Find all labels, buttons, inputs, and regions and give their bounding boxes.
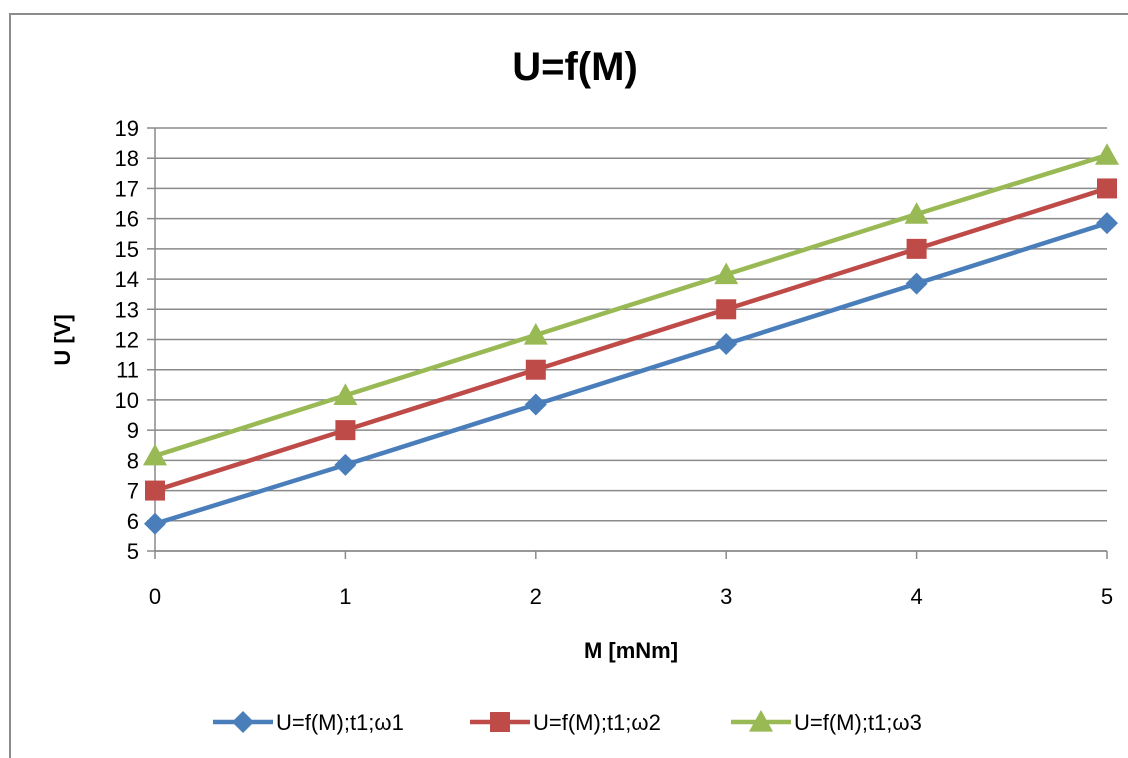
x-tick-label: 0 (149, 584, 161, 609)
series-1-point (524, 393, 547, 416)
series-3-point (1095, 143, 1119, 165)
series-3-line (154, 153, 1108, 458)
y-tick-label: 14 (115, 267, 139, 292)
legend-label: U=f(M);t1;ω2 (533, 710, 661, 735)
series-1-point (905, 272, 928, 295)
series-1-point (1096, 212, 1118, 235)
series-2-point (525, 359, 546, 380)
x-tick-label: 3 (720, 584, 732, 609)
series-1-point (715, 333, 738, 356)
x-tick-label: 4 (910, 584, 922, 609)
series-2-point (145, 480, 165, 501)
x-axis-title: M [mNm] (584, 638, 678, 663)
y-axis-title: U [V] (50, 314, 75, 365)
series-2-point (1097, 178, 1117, 199)
series-2 (145, 178, 1117, 501)
series-2-line (154, 186, 1108, 493)
series-3-point (143, 443, 167, 466)
legend-swatch-marker (490, 712, 510, 732)
y-tick-label: 6 (127, 509, 139, 534)
chart-title: U=f(M) (512, 45, 638, 89)
legend-swatch-marker (749, 710, 773, 732)
series-3-point (714, 262, 739, 285)
y-tick-label: 5 (127, 539, 139, 564)
series-1-point (144, 512, 166, 535)
y-tick-label: 12 (115, 328, 139, 353)
series-1-line (154, 221, 1108, 526)
y-tick-label: 15 (115, 237, 139, 262)
legend-item-1: U=f(M);t1;ω1 (213, 710, 404, 735)
y-tick-label: 11 (116, 358, 139, 383)
legend: U=f(M);t1;ω1 U=f(M);t1;ω2 U=f(M);t1;ω3 (213, 710, 922, 735)
y-tick-label: 19 (115, 116, 139, 141)
series-3-point (523, 322, 548, 345)
y-tick-label: 16 (115, 207, 139, 232)
x-tick-label: 2 (530, 584, 542, 609)
x-tick-label: 5 (1101, 584, 1113, 609)
y-tick-label: 9 (127, 418, 139, 443)
y-tick-label: 8 (127, 448, 139, 473)
y-tick-label: 10 (115, 388, 139, 413)
series-3 (143, 143, 1119, 466)
y-tick-label: 17 (115, 176, 139, 201)
legend-label: U=f(M);t1;ω3 (794, 710, 922, 735)
series-1 (144, 212, 1118, 535)
series-2-point (716, 299, 737, 320)
legend-swatch-marker (232, 711, 254, 733)
x-tick-label: 1 (339, 584, 351, 609)
y-tick-label: 7 (127, 479, 139, 504)
legend-label: U=f(M);t1;ω1 (276, 710, 404, 735)
series-3-point (904, 202, 929, 224)
legend-item-2: U=f(M);t1;ω2 (470, 710, 661, 735)
series-1-point (334, 453, 357, 476)
series-group (143, 143, 1119, 535)
series-2-point (335, 420, 356, 441)
y-tick-label: 18 (115, 146, 139, 171)
chart-border (9, 13, 1128, 758)
series-3-point (333, 383, 358, 405)
gridlines (155, 127, 1107, 552)
y-tick-label: 13 (115, 297, 139, 322)
series-2-point (906, 238, 927, 259)
legend-item-3: U=f(M);t1;ω3 (731, 710, 922, 735)
